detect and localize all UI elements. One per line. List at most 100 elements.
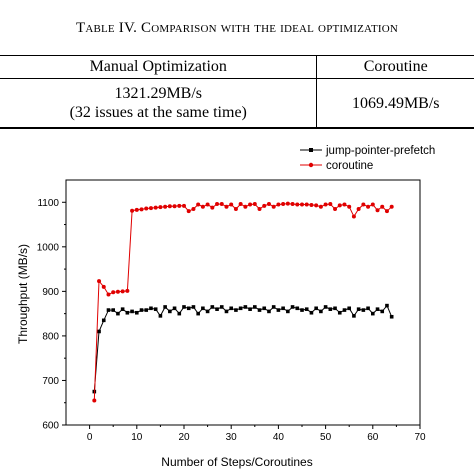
data-point [366, 204, 371, 209]
data-point [233, 206, 238, 211]
data-point [333, 206, 338, 211]
data-point [182, 305, 186, 309]
y-tick-label: 600 [42, 421, 59, 432]
data-point [380, 204, 385, 209]
data-point [101, 318, 106, 323]
table-caption: Table IV. Comparison with the ideal opti… [0, 20, 474, 37]
series-line-coroutine [93, 203, 393, 401]
data-point [337, 203, 342, 208]
data-point [337, 310, 342, 315]
x-tick-label: 70 [414, 432, 426, 443]
series-layer [92, 201, 394, 403]
table-header-row: Manual Optimization Coroutine [0, 55, 474, 79]
data-point [205, 309, 210, 314]
caption-prefix: T [75, 20, 86, 36]
x-tick-label: 10 [131, 432, 143, 443]
data-point [271, 305, 276, 309]
data-point [361, 202, 366, 207]
legend-item-coroutine: coroutine [300, 160, 373, 172]
data-point [351, 214, 356, 219]
data-point [370, 202, 375, 207]
legend: jump-pointer-prefetch coroutine [300, 145, 435, 172]
x-axis-label: Number of Steps/Coroutines [161, 455, 312, 469]
data-point [172, 306, 177, 311]
data-point [92, 398, 97, 403]
legend-label: coroutine [326, 160, 373, 172]
data-point [309, 202, 314, 207]
y-tick-label: 1000 [37, 242, 60, 253]
data-point [347, 306, 351, 311]
data-point [163, 305, 167, 309]
data-point [375, 307, 380, 311]
data-point [182, 203, 186, 208]
data-point [286, 309, 290, 314]
x-tick-label: 20 [178, 432, 190, 443]
data-point [130, 208, 135, 213]
data-point [243, 204, 248, 209]
data-point [342, 202, 347, 207]
y-axis-label: Throughput (MB/s) [16, 244, 30, 344]
data-point [120, 289, 125, 294]
data-point [196, 311, 200, 316]
y-tick-label: 700 [42, 376, 59, 387]
data-point [309, 310, 314, 315]
comparison-table: Manual Optimization Coroutine 1321.29MB/… [0, 55, 474, 129]
data-point [215, 307, 219, 311]
data-point [144, 308, 149, 312]
data-point [285, 201, 290, 206]
data-point [210, 305, 215, 309]
data-point [111, 308, 115, 312]
data-point [281, 306, 285, 311]
data-point [238, 202, 243, 207]
header-manual-optimization: Manual Optimization [0, 55, 318, 79]
data-point [304, 307, 309, 311]
data-point [347, 204, 352, 209]
data-point [191, 206, 196, 211]
data-point [356, 307, 361, 311]
data-point [248, 307, 252, 311]
data-point [281, 202, 286, 207]
series-jump-pointer-prefetch [92, 303, 394, 394]
data-point [106, 292, 111, 297]
data-point [229, 202, 234, 207]
data-point [276, 202, 281, 207]
data-point [266, 202, 271, 207]
data-point [314, 203, 319, 208]
plot-frame [65, 179, 421, 426]
data-point [172, 204, 177, 209]
data-point [153, 307, 158, 311]
data-point [314, 306, 318, 311]
throughput-chart: 0 10 20 30 40 50 60 70 600 700 800 900 1000 1100 jump… [16, 145, 435, 469]
data-point [177, 203, 182, 208]
data-point [106, 308, 111, 312]
x-tick-label: 30 [226, 432, 238, 443]
coroutine-value: 1069.49MB/s [316, 78, 474, 129]
data-point [380, 309, 385, 314]
table-row: 1321.29MB/s (32 issues at the same time)… [0, 78, 474, 129]
data-point [352, 314, 356, 318]
data-point [168, 309, 172, 314]
data-point [201, 306, 205, 311]
caption-word: able IV. [85, 20, 141, 36]
data-point [262, 306, 267, 311]
data-point [318, 204, 323, 209]
data-point [139, 308, 144, 312]
data-point [290, 305, 295, 309]
data-point [177, 311, 182, 316]
data-point [290, 202, 295, 207]
data-point [304, 202, 309, 207]
data-point [366, 306, 370, 311]
manual-cell: 1321.29MB/s (32 issues at the same time) [0, 78, 318, 129]
data-point [130, 309, 134, 314]
data-point [224, 309, 229, 314]
legend-marker-circle [308, 162, 314, 168]
header-coroutine: Coroutine [363, 58, 428, 75]
data-point [342, 308, 347, 312]
data-point [149, 306, 153, 311]
data-point [271, 204, 276, 209]
manual-value: 1321.29MB/s [114, 85, 203, 102]
data-point [101, 284, 106, 289]
data-point [144, 206, 149, 211]
data-point [328, 307, 333, 311]
data-point [234, 308, 238, 312]
